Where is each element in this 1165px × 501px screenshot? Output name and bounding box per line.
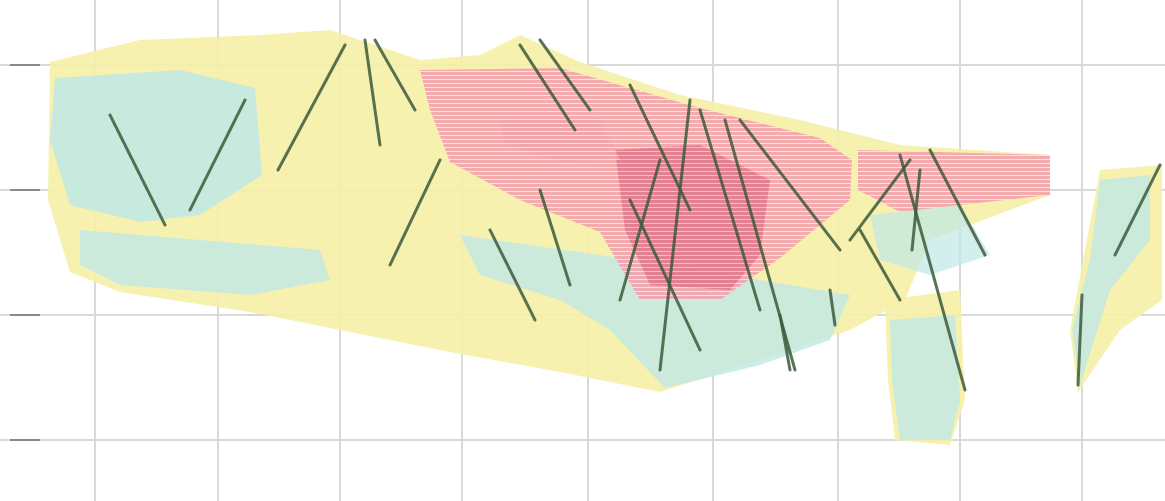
drill-hole xyxy=(618,158,662,302)
cyan-unit xyxy=(50,70,262,222)
cyan-unit xyxy=(890,315,960,440)
drill-hole xyxy=(373,38,417,112)
drill-hole xyxy=(928,148,987,257)
drill-hole xyxy=(910,168,922,252)
drill-hole xyxy=(276,43,347,172)
drill-hole xyxy=(538,38,592,112)
drill-hole xyxy=(108,113,167,227)
drill-hole xyxy=(388,158,442,267)
drill-hole xyxy=(698,108,762,312)
cyan-unit xyxy=(870,205,990,275)
cyan-unit xyxy=(80,230,330,295)
cyan-unit xyxy=(460,235,850,388)
drill-hole xyxy=(538,188,572,287)
drill-hole xyxy=(848,158,912,242)
drill-hole xyxy=(778,313,792,372)
drill-hole xyxy=(858,228,902,302)
drill-hole xyxy=(738,118,842,252)
drill-holes xyxy=(108,38,1162,392)
cyan-unit xyxy=(1072,175,1150,385)
drill-hole xyxy=(363,38,382,147)
drill-hole xyxy=(898,153,967,392)
drill-hole xyxy=(658,98,692,372)
drill-hole xyxy=(1076,293,1084,387)
grade-shell xyxy=(500,118,620,162)
drill-hole xyxy=(518,43,577,132)
drill-hole xyxy=(188,98,247,212)
drill-hole xyxy=(1113,163,1162,257)
drill-hole xyxy=(488,228,537,322)
drill-hole xyxy=(828,288,837,327)
